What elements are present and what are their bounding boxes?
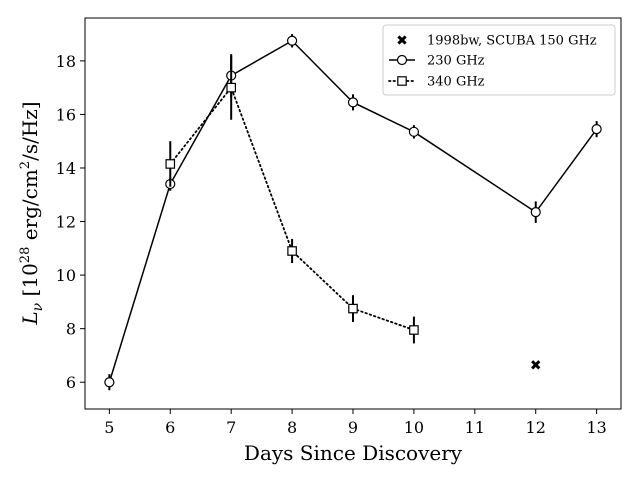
- x-tick-label: 10: [404, 418, 424, 437]
- legend-label: 1998bw, SCUBA 150 GHz: [427, 34, 597, 49]
- x-tick-label: 7: [226, 418, 236, 437]
- series-x: [531, 360, 541, 370]
- data-point: [226, 82, 236, 93]
- x-tick-label: 6: [165, 418, 175, 437]
- y-axis-title: Lν [1028 erg/cm2/s/Hz]: [18, 101, 46, 325]
- data-point: [348, 303, 358, 314]
- data-point: [104, 377, 115, 388]
- x-axis: 5 6 7 8 9 10 11 12 13: [104, 409, 607, 437]
- legend-label: 230 GHz: [427, 54, 485, 69]
- x-axis-title: Days Since Discovery: [244, 441, 463, 465]
- data-point: [591, 124, 602, 135]
- data-point: [347, 97, 359, 108]
- y-tick-label: 12: [56, 213, 76, 232]
- data-point: [408, 126, 420, 137]
- data-point: [287, 246, 297, 256]
- legend: 1998bw, SCUBA 150 GHz 230 GHz 340 GHz: [382, 24, 616, 96]
- data-point: [409, 325, 419, 335]
- x-tick-label: 9: [348, 418, 358, 437]
- y-tick-label: 6: [66, 373, 76, 392]
- legend-marker: [396, 54, 408, 66]
- legend-label: 340 GHz: [427, 75, 485, 90]
- data-point: [531, 360, 541, 370]
- y-axis: 6 8 10 12 14 16 18: [56, 52, 85, 392]
- y-tick-label: 14: [56, 159, 76, 178]
- series-line: [108, 39, 598, 383]
- series-square: [165, 55, 419, 344]
- series-layer: [104, 34, 602, 391]
- y-tick-label: 10: [56, 266, 76, 285]
- y-tick-label: 18: [56, 52, 76, 71]
- x-tick-label: 13: [586, 418, 606, 437]
- x-tick-label: 8: [287, 418, 297, 437]
- x-tick-label: 5: [104, 418, 114, 437]
- data-point: [165, 159, 176, 169]
- y-tick-label: 16: [56, 105, 76, 124]
- legend-marker: [397, 35, 407, 45]
- x-tick-label: 12: [526, 418, 546, 437]
- y-tick-label: 8: [66, 320, 76, 339]
- x-tick-label: 11: [465, 418, 485, 437]
- legend-marker: [397, 76, 407, 86]
- legend-box: [382, 24, 616, 96]
- data-point: [530, 207, 541, 218]
- data-point: [286, 35, 298, 46]
